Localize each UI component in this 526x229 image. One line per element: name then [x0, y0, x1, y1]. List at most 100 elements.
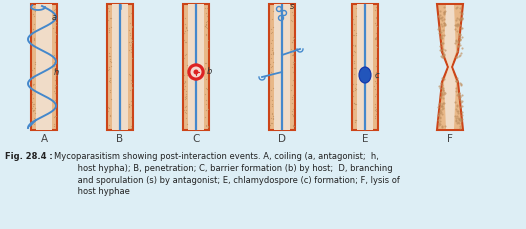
Point	[126, 22, 134, 25]
Point	[106, 54, 115, 57]
Point	[268, 47, 276, 50]
Polygon shape	[437, 4, 463, 130]
Point	[28, 109, 37, 112]
Point	[182, 89, 190, 93]
Point	[351, 31, 360, 35]
Point	[372, 64, 381, 67]
Point	[50, 78, 59, 81]
Point	[371, 71, 380, 74]
Point	[106, 59, 114, 63]
Point	[183, 63, 191, 66]
Point	[106, 46, 114, 49]
Point	[351, 86, 359, 90]
Point	[288, 10, 296, 14]
Point	[349, 17, 357, 21]
Point	[106, 114, 114, 117]
Point	[371, 76, 380, 80]
Point	[128, 40, 136, 44]
Point	[373, 45, 381, 49]
Point	[288, 97, 296, 101]
Point	[52, 114, 60, 118]
Point	[349, 61, 358, 64]
Bar	[107, 4, 133, 130]
Circle shape	[190, 66, 201, 77]
Point	[267, 121, 276, 124]
Point	[289, 124, 298, 128]
Point	[182, 96, 190, 100]
Point	[203, 87, 211, 91]
Point	[372, 36, 380, 39]
Point	[29, 5, 38, 9]
Point	[183, 122, 191, 125]
Point	[51, 30, 59, 34]
Point	[372, 23, 380, 27]
Point	[104, 18, 113, 22]
Point	[127, 116, 136, 119]
Point	[107, 60, 115, 63]
Point	[352, 102, 360, 105]
Point	[371, 94, 379, 98]
Point	[289, 114, 298, 118]
Point	[126, 33, 134, 37]
Point	[52, 15, 60, 19]
Point	[204, 38, 212, 42]
Point	[125, 72, 134, 75]
Point	[28, 100, 37, 104]
Point	[267, 89, 275, 92]
Point	[107, 25, 115, 29]
Point	[28, 83, 37, 87]
Point	[371, 38, 380, 41]
Point	[52, 23, 60, 27]
Point	[202, 24, 210, 27]
Point	[288, 65, 297, 68]
Point	[372, 56, 380, 60]
Point	[182, 52, 190, 56]
Point	[28, 102, 37, 106]
Point	[50, 85, 59, 89]
Point	[105, 28, 113, 32]
Point	[105, 30, 114, 34]
Point	[370, 105, 379, 109]
Point	[268, 38, 276, 41]
Point	[266, 62, 275, 66]
Point	[49, 115, 58, 119]
Point	[31, 60, 39, 64]
Point	[371, 8, 380, 12]
Point	[269, 116, 277, 120]
Point	[269, 87, 277, 90]
Point	[180, 87, 189, 91]
Point	[351, 33, 360, 37]
Point	[128, 39, 136, 42]
Point	[29, 96, 37, 100]
Point	[50, 90, 58, 93]
Point	[126, 43, 134, 47]
Point	[287, 109, 296, 113]
Point	[180, 41, 189, 44]
Point	[350, 22, 358, 26]
Point	[268, 104, 276, 108]
Bar	[31, 4, 57, 130]
Point	[181, 26, 190, 30]
Point	[349, 28, 358, 32]
Point	[351, 120, 359, 124]
Point	[201, 93, 209, 96]
Point	[372, 25, 381, 28]
Point	[49, 53, 58, 56]
Point	[50, 8, 58, 12]
Point	[50, 99, 59, 102]
Point	[371, 36, 379, 40]
Point	[203, 87, 211, 91]
Point	[127, 126, 135, 129]
Point	[29, 109, 38, 113]
Point	[268, 17, 276, 21]
Point	[371, 102, 380, 106]
Point	[269, 51, 277, 55]
Point	[28, 27, 37, 31]
Point	[201, 24, 209, 28]
Point	[351, 15, 360, 18]
Point	[267, 94, 275, 98]
Point	[349, 33, 357, 37]
Point	[201, 7, 209, 10]
Point	[30, 38, 38, 41]
Text: F: F	[447, 134, 453, 144]
